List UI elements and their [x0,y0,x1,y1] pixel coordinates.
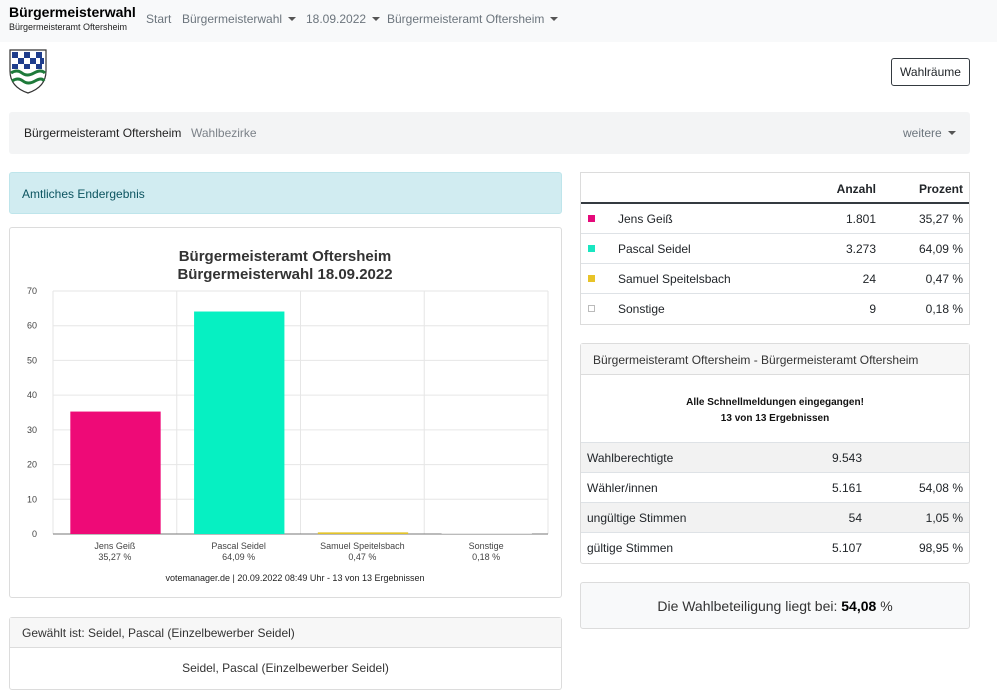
winner-card: Gewählt ist: Seidel, Pascal (Einzelbewer… [9,617,562,690]
nav-start-link[interactable]: Start [146,12,172,26]
stat-row: ungültige Stimmen 54 1,05 % [581,502,969,532]
data-label: 0,18 % [472,552,500,562]
x-tick-label: Jens Geiß [94,541,136,551]
y-tick-label: 60 [27,321,37,331]
subnav-more-label: weitere [903,126,942,140]
turnout-unit: % [880,598,893,614]
top-navbar: Bürgermeisterwahl Bürgermeisteramt Ofter… [0,0,997,42]
series-swatch [588,215,595,222]
column-header-count: Anzahl [836,182,876,196]
caret-down-icon [288,16,297,21]
wahlraeume-button[interactable]: Wahlräume [891,58,970,86]
result-status-alert: Amtliches Endergebnis [9,172,562,214]
y-tick-label: 50 [27,355,37,365]
stat-percent: 1,05 % [925,511,963,525]
turnout-value: 54,08 [841,598,877,614]
chart-footer: votemanager.de | 20.09.2022 08:49 Uhr - … [165,573,424,583]
statistics-header: Bürgermeisteramt Oftersheim - Bürgermeis… [581,344,969,375]
candidate-percent: 0,47 % [925,272,963,286]
stat-row: Wahlberechtigte 9.543 [581,442,969,472]
stat-row: Wähler/innen 5.161 54,08 % [581,472,969,502]
candidates-table: Anzahl Prozent Jens Geiß 1.801 35,27 % P… [580,172,970,325]
data-label: 64,09 % [222,552,255,562]
chart-title: Bürgermeisteramt Oftersheim [179,248,392,265]
stat-value: 5.107 [831,541,862,555]
y-tick-label: 30 [27,425,37,435]
subnav-districts-link[interactable]: Wahlbezirke [191,126,257,140]
data-label: 0,47 % [348,552,376,562]
table-row: Sonstige 9 0,18 % [581,294,969,324]
report-status-line2: 13 von 13 Ergebnissen [720,413,830,424]
candidate-count: 1.801 [845,212,876,226]
candidate-count: 24 [862,272,876,286]
caret-down-icon [947,130,956,135]
sub-navbar: Bürgermeisteramt Oftersheim Wahlbezirke … [9,112,970,154]
series-swatch [588,305,595,312]
winner-header: Gewählt ist: Seidel, Pascal (Einzelbewer… [10,618,561,648]
table-row: Pascal Seidel 3.273 64,09 % [581,234,969,264]
brand-title[interactable]: Bürgermeisterwahl [9,4,136,20]
turnout-text: Die Wahlbeteiligung liegt bei: [657,598,838,614]
series-swatch [588,245,595,252]
stat-label: ungültige Stimmen [587,511,687,525]
subnav-more-dropdown[interactable]: weitere [903,126,956,140]
x-tick-label: Sonstige [469,541,504,551]
bar [441,533,532,534]
caret-down-icon [372,16,381,21]
candidate-name: Jens Geiß [618,212,673,226]
candidate-name: Sonstige [618,302,665,316]
turnout-box: Die Wahlbeteiligung liegt bei: 54,08 % [580,582,970,629]
chart-card: Bürgermeisteramt Oftersheim Bürgermeiste… [9,227,562,598]
subnav-current-link[interactable]: Bürgermeisteramt Oftersheim [24,126,182,140]
bar-chart: Bürgermeisteramt Oftersheim Bürgermeiste… [27,248,549,583]
nav-election-label: Bürgermeisterwahl [182,12,283,26]
brand[interactable]: Bürgermeisterwahl Bürgermeisteramt Ofter… [9,4,136,33]
stat-label: Wähler/innen [587,481,658,495]
stat-value: 9.543 [831,451,862,465]
nav-area-label: Bürgermeisteramt Oftersheim [387,12,545,26]
bar [194,311,285,534]
nav-date-label: 18.09.2022 [306,12,367,26]
stat-percent: 98,95 % [918,541,963,555]
stat-value: 5.161 [831,481,862,495]
nav-area-dropdown[interactable]: Bürgermeisteramt Oftersheim [387,12,559,26]
x-tick-label: Samuel Speitelsbach [320,541,405,551]
y-tick-label: 70 [27,286,37,296]
candidate-percent: 0,18 % [925,302,963,316]
stat-row: gültige Stimmen 5.107 98,95 % [581,532,969,562]
bar [317,532,409,534]
coat-of-arms-icon [9,49,47,94]
y-tick-label: 20 [27,460,37,470]
table-row: Jens Geiß 1.801 35,27 % [581,204,969,234]
candidate-percent: 64,09 % [918,242,963,256]
chart-subtitle: Bürgermeisterwahl 18.09.2022 [177,266,392,283]
y-tick-label: 40 [27,390,37,400]
candidate-percent: 35,27 % [918,212,963,226]
stat-percent: 54,08 % [918,481,963,495]
y-tick-label: 0 [32,529,37,539]
candidate-name: Pascal Seidel [618,242,691,256]
candidate-count: 3.273 [845,242,876,256]
candidate-name: Samuel Speitelsbach [618,272,731,286]
report-status-line1: Alle Schnellmeldungen eingegangen! [686,397,864,408]
nav-election-dropdown[interactable]: Bürgermeisterwahl [182,12,297,26]
series-swatch [588,275,595,282]
brand-subtitle: Bürgermeisteramt Oftersheim [9,22,128,32]
table-header: Anzahl Prozent [581,173,969,204]
report-status: Alle Schnellmeldungen eingegangen! 13 vo… [581,375,969,442]
nav-date-dropdown[interactable]: 18.09.2022 [306,12,381,26]
y-tick-label: 10 [27,494,37,504]
candidate-count: 9 [869,302,876,316]
x-tick-label: Pascal Seidel [211,541,266,551]
stat-label: Wahlberechtigte [587,451,674,465]
table-row: Samuel Speitelsbach 24 0,47 % [581,264,969,294]
data-label: 35,27 % [98,552,131,562]
caret-down-icon [550,16,559,21]
winner-name: Seidel, Pascal (Einzelbewerber Seidel) [182,661,389,675]
statistics-card: Bürgermeisteramt Oftersheim - Bürgermeis… [580,343,970,564]
stat-label: gültige Stimmen [587,541,674,555]
stat-value: 54 [848,511,862,525]
column-header-percent: Prozent [918,182,963,196]
bar [70,411,161,534]
